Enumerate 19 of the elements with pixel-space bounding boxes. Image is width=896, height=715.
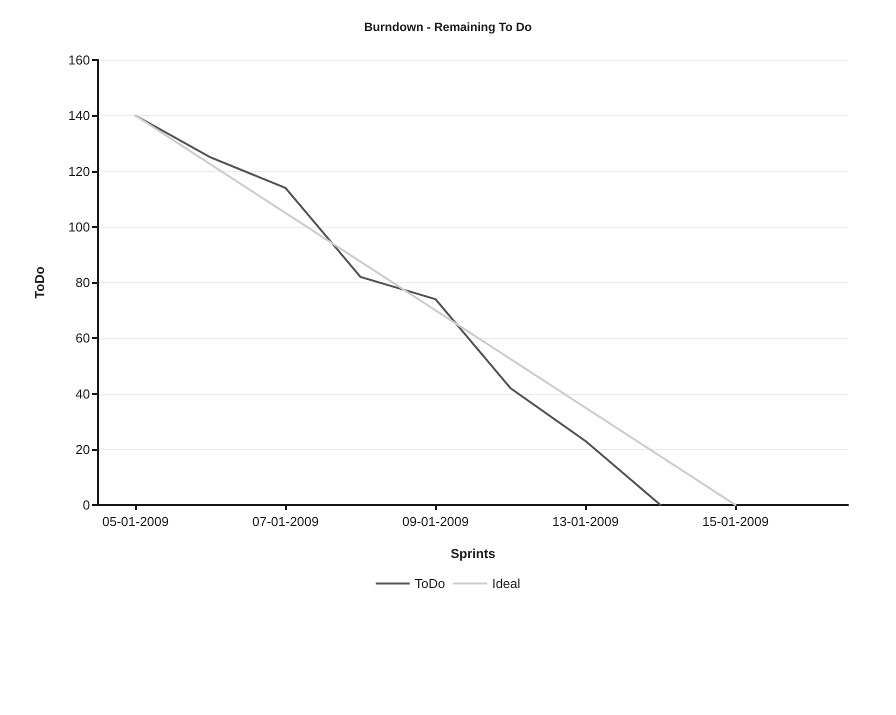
x-axis-title: Sprints [450, 546, 496, 561]
chart-title: Burndown - Remaining To Do [364, 20, 532, 34]
y-tick-label: 20 [76, 442, 90, 457]
y-tick-label: 40 [76, 386, 90, 402]
x-tick-label: 09-01-2009 [402, 514, 469, 529]
y-tick-label: 100 [68, 219, 90, 234]
legend-label: Ideal [492, 576, 520, 591]
y-tick-label: 160 [68, 52, 90, 68]
x-tick-label: 05-01-2009 [102, 514, 169, 529]
x-tick-label: 07-01-2009 [252, 514, 319, 529]
y-tick-label: 80 [76, 275, 90, 290]
y-axis-title: ToDo [32, 266, 47, 299]
x-tick-label: 13-01-2009 [552, 514, 619, 529]
y-tick-label: 60 [76, 330, 90, 346]
y-tick-label: 0 [82, 498, 90, 512]
x-tick-label: 15-01-2009 [702, 514, 769, 529]
y-tick-label: 120 [68, 164, 90, 179]
y-tick-label: 140 [68, 108, 90, 124]
legend-label: ToDo [414, 576, 446, 591]
